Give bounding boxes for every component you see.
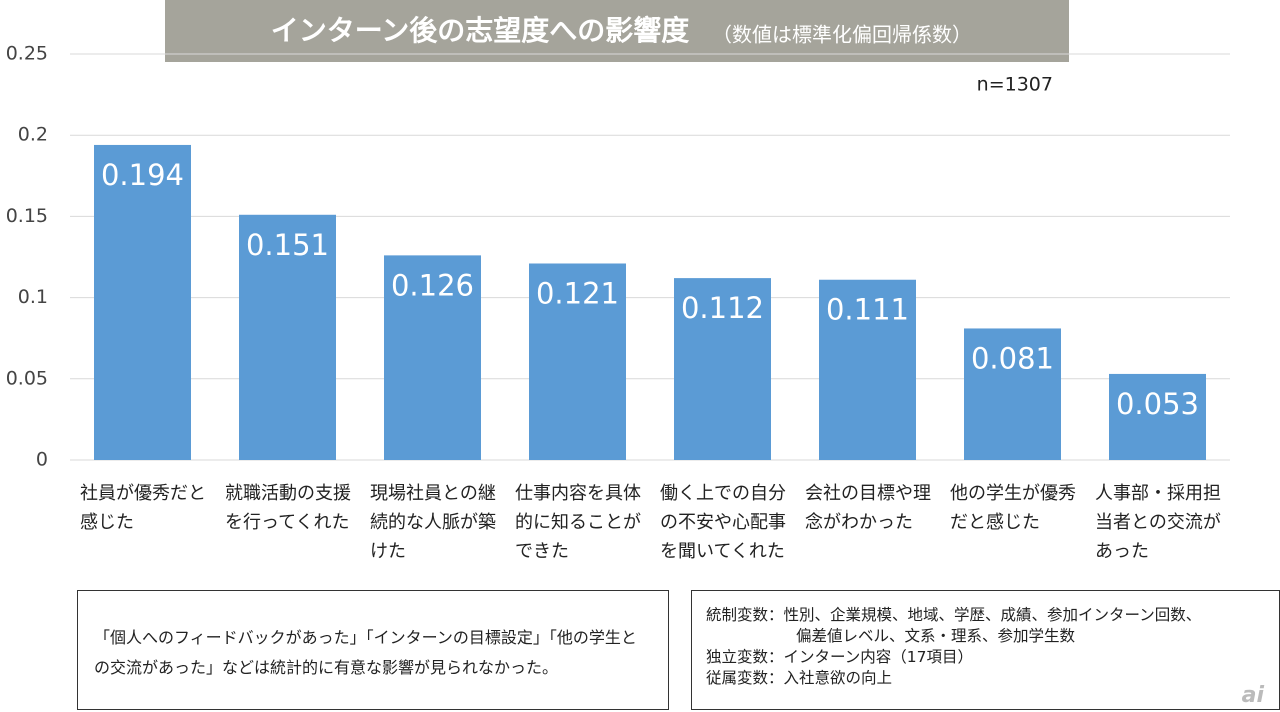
value-label: 0.081 [971, 341, 1054, 375]
x-tick-label: 仕事内容を具体的に知ることができた [515, 483, 641, 562]
y-tick-label: 0.15 [6, 205, 48, 227]
note-right: 統制変数：性別、企業規模、地域、学歴、成績、参加インターン回数、 偏差値レベル、… [691, 590, 1280, 710]
x-tick-label: 現場社員との継続的な人脈が築けた [370, 483, 496, 562]
x-tick-label: 会社の目標や理念がわかった [805, 483, 931, 533]
bar [384, 255, 481, 460]
annotation: n=1307 [977, 74, 1053, 96]
note-line: 偏差値レベル、文系・理系、参加学生数 [796, 627, 1076, 645]
y-tick-label: 0.2 [18, 124, 48, 146]
x-tick-label: 社員が優秀だと感じた [80, 483, 206, 533]
note-line: 独立変数：インターン内容（17項目） [706, 648, 973, 666]
bar [819, 279, 916, 460]
y-tick-label: 0.1 [18, 286, 48, 308]
value-label: 0.112 [681, 291, 764, 325]
bar [239, 214, 336, 460]
bar [94, 144, 191, 460]
y-tick-label: 0.05 [6, 367, 48, 389]
value-label: 0.121 [536, 276, 619, 310]
y-tick-label: 0.25 [6, 43, 48, 65]
note-line: 従属変数：入社意欲の向上 [706, 669, 893, 687]
bar [1109, 373, 1206, 460]
title-bar [165, 0, 1069, 62]
note-left: 「個人へのフィードバックがあった」「インターンの目標設定」「他の学生との交流があ… [77, 590, 669, 710]
bar [674, 278, 771, 460]
note-line: 統制変数：性別、企業規模、地域、学歴、成績、参加インターン回数、 [706, 606, 1202, 624]
bar [529, 263, 626, 460]
bar [964, 328, 1061, 460]
chart-subtitle: （数値は標準化偏回帰係数） [712, 23, 972, 47]
value-label: 0.151 [246, 228, 329, 262]
value-label: 0.053 [1116, 387, 1199, 421]
x-tick-label: 人事部・採用担当者との交流があった [1095, 483, 1221, 562]
x-tick-label: 働く上での自分の不安や心配事を聞いてくれた [660, 483, 786, 562]
logo: ai [1241, 683, 1264, 708]
chart-title: インターン後の志望度への影響度 [271, 14, 690, 47]
y-tick-label: 0 [36, 449, 48, 471]
value-label: 0.194 [101, 158, 184, 192]
x-tick-label: 他の学生が優秀だと感じた [950, 483, 1076, 533]
x-tick-label: 就職活動の支援を行ってくれた [225, 483, 351, 533]
value-label: 0.126 [391, 268, 474, 302]
value-label: 0.111 [826, 293, 909, 327]
